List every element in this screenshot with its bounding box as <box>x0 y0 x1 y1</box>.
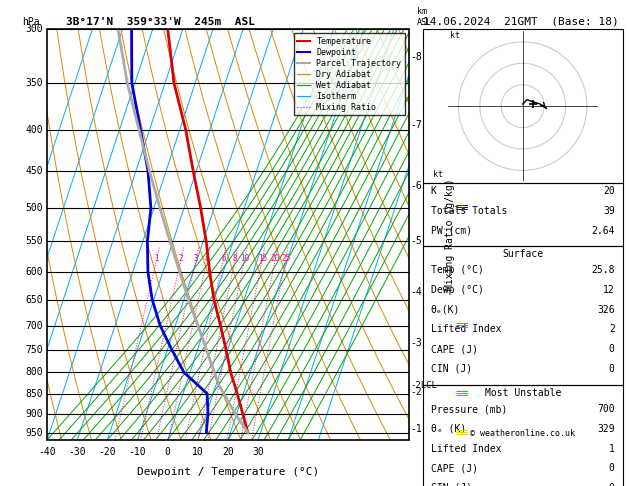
Text: 0: 0 <box>609 483 615 486</box>
Text: 326: 326 <box>597 305 615 315</box>
Text: 20: 20 <box>270 254 280 263</box>
Text: -1: -1 <box>411 424 423 434</box>
Text: Dewp (°C): Dewp (°C) <box>431 285 484 295</box>
Text: 650: 650 <box>25 295 43 305</box>
Text: -2: -2 <box>411 386 423 397</box>
Text: 2.64: 2.64 <box>591 226 615 236</box>
Text: 10: 10 <box>240 254 249 263</box>
Text: 900: 900 <box>25 409 43 418</box>
Text: 10: 10 <box>192 447 204 457</box>
Bar <box>423 385 623 486</box>
Text: 700: 700 <box>25 321 43 330</box>
Text: 500: 500 <box>25 203 43 213</box>
Text: 350: 350 <box>25 78 43 88</box>
Text: 1: 1 <box>609 444 615 453</box>
Text: 30: 30 <box>252 447 264 457</box>
Text: 25: 25 <box>281 254 290 263</box>
Text: 550: 550 <box>25 236 43 246</box>
Text: -2LCL: -2LCL <box>411 381 438 390</box>
Text: 15: 15 <box>258 254 267 263</box>
Text: 850: 850 <box>25 389 43 399</box>
Text: kt: kt <box>433 170 443 179</box>
Text: ≡≡: ≡≡ <box>455 428 469 437</box>
Legend: Temperature, Dewpoint, Parcel Trajectory, Dry Adiabat, Wet Adiabat, Isotherm, Mi: Temperature, Dewpoint, Parcel Trajectory… <box>294 34 404 116</box>
Text: Lifted Index: Lifted Index <box>431 444 501 453</box>
Text: K: K <box>431 187 437 196</box>
Text: Mixing Ratio (g/kg): Mixing Ratio (g/kg) <box>445 179 455 290</box>
Text: 600: 600 <box>25 267 43 277</box>
Text: -8: -8 <box>411 52 423 62</box>
Text: 6: 6 <box>221 254 226 263</box>
Text: 25.8: 25.8 <box>591 265 615 275</box>
Text: 0: 0 <box>165 447 170 457</box>
Text: 39: 39 <box>603 206 615 216</box>
Text: 329: 329 <box>597 424 615 434</box>
Text: 400: 400 <box>25 125 43 135</box>
Text: 3B°17'N  359°33'W  245m  ASL: 3B°17'N 359°33'W 245m ASL <box>66 17 255 27</box>
Text: CAPE (J): CAPE (J) <box>431 344 477 354</box>
Bar <box>423 183 623 246</box>
Text: ≡≡: ≡≡ <box>455 389 469 399</box>
Text: ≡≡: ≡≡ <box>455 321 469 330</box>
Text: 8: 8 <box>233 254 238 263</box>
Text: -30: -30 <box>69 447 86 457</box>
Text: 800: 800 <box>25 367 43 378</box>
Text: 12: 12 <box>603 285 615 295</box>
Text: θₑ(K): θₑ(K) <box>431 305 460 315</box>
Text: Temp (°C): Temp (°C) <box>431 265 484 275</box>
Text: hPa: hPa <box>22 17 40 27</box>
Text: CAPE (J): CAPE (J) <box>431 463 477 473</box>
Text: -7: -7 <box>411 121 423 130</box>
Text: Surface: Surface <box>502 249 543 259</box>
Text: -6: -6 <box>411 181 423 191</box>
Text: -5: -5 <box>411 236 423 246</box>
Text: 2: 2 <box>179 254 184 263</box>
Text: -20: -20 <box>99 447 116 457</box>
Text: 14.06.2024  21GMT  (Base: 18): 14.06.2024 21GMT (Base: 18) <box>423 17 618 27</box>
Text: 950: 950 <box>25 428 43 437</box>
Text: km
ASL: km ASL <box>417 7 432 27</box>
Text: -3: -3 <box>411 338 423 348</box>
Text: 2: 2 <box>609 325 615 334</box>
Text: PW (cm): PW (cm) <box>431 226 472 236</box>
Text: -4: -4 <box>411 287 423 296</box>
Text: Totals Totals: Totals Totals <box>431 206 507 216</box>
Text: 750: 750 <box>25 345 43 355</box>
Text: © weatheronline.co.uk: © weatheronline.co.uk <box>470 429 575 438</box>
Text: 20: 20 <box>222 447 234 457</box>
Text: 0: 0 <box>609 344 615 354</box>
Text: Pressure (mb): Pressure (mb) <box>431 404 507 414</box>
Text: CIN (J): CIN (J) <box>431 483 472 486</box>
Text: kt: kt <box>450 31 460 40</box>
Text: 4: 4 <box>205 254 209 263</box>
Text: θₑ (K): θₑ (K) <box>431 424 466 434</box>
Text: 450: 450 <box>25 166 43 176</box>
Text: 0: 0 <box>609 463 615 473</box>
Text: Dewpoint / Temperature (°C): Dewpoint / Temperature (°C) <box>137 467 319 477</box>
Text: 3: 3 <box>194 254 199 263</box>
Text: CIN (J): CIN (J) <box>431 364 472 374</box>
Text: Lifted Index: Lifted Index <box>431 325 501 334</box>
Bar <box>423 246 623 385</box>
Text: Most Unstable: Most Unstable <box>484 388 561 398</box>
Text: 20: 20 <box>603 187 615 196</box>
Text: ≡≡: ≡≡ <box>455 203 469 213</box>
Bar <box>423 29 623 183</box>
Text: 1: 1 <box>155 254 159 263</box>
Text: -40: -40 <box>38 447 56 457</box>
Text: 700: 700 <box>597 404 615 414</box>
Text: 300: 300 <box>25 24 43 34</box>
Text: 0: 0 <box>609 364 615 374</box>
Text: -10: -10 <box>129 447 147 457</box>
